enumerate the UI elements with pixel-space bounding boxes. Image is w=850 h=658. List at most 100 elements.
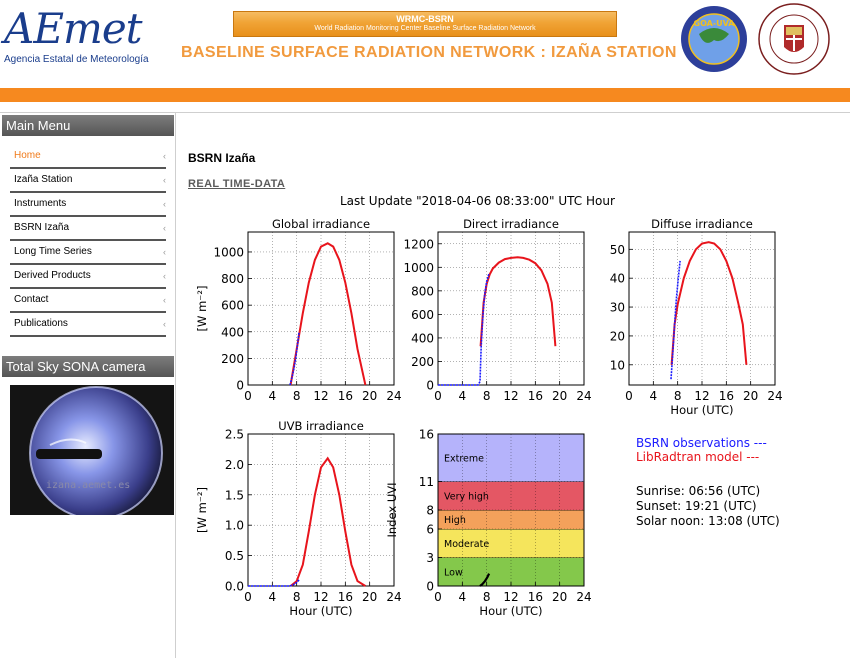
seal1-label: GOA-UVA: [694, 19, 736, 28]
menu-item-home[interactable]: Home ‹: [10, 145, 166, 169]
banner-title: WRMC-BSRN: [396, 14, 454, 24]
menu-item-derived-products[interactable]: Derived Products ‹: [10, 265, 166, 289]
x-tick-label: 8: [293, 389, 301, 403]
observation-series: [438, 272, 490, 386]
uvi-band-label: High: [444, 515, 466, 526]
sky-camera-image[interactable]: izana.aemet.es: [10, 385, 174, 515]
x-tick-label: 4: [459, 389, 467, 403]
observation-series: [248, 579, 300, 587]
y-tick-label: 2.0: [225, 458, 244, 472]
last-update-text: Last Update "2018-04-06 08:33:00" UTC Ho…: [340, 194, 615, 208]
page-title: BSRN Izaña: [188, 151, 256, 165]
x-tick-label: 4: [269, 590, 277, 604]
uvi-band-label: Very high: [444, 491, 489, 502]
x-tick-label: 8: [483, 590, 491, 604]
x-tick-label: 0: [434, 389, 442, 403]
x-tick-label: 0: [625, 389, 633, 403]
chevron-left-icon: ‹: [163, 151, 166, 161]
chevron-left-icon: ‹: [163, 223, 166, 233]
x-tick-label: 24: [576, 389, 591, 403]
university-seal[interactable]: [756, 3, 832, 75]
menu-item-contact[interactable]: Contact ‹: [10, 289, 166, 313]
x-tick-label: 4: [650, 389, 658, 403]
menu-item-label: Contact: [14, 294, 49, 305]
y-tick-label: 400: [411, 331, 434, 345]
x-tick-label: 16: [338, 389, 353, 403]
global-irradiance-chart: 0 4 8 12 16 20 24 0 200 400 600 800 1000 Global irrad…: [195, 217, 402, 403]
menu-item-long-time-series[interactable]: Long Time Series ‹: [10, 241, 166, 265]
x-tick-label: 8: [674, 389, 682, 403]
logo-wordmark: AEmet: [4, 4, 143, 53]
y-tick-label: 20: [610, 329, 625, 343]
solar-noon-text: Solar noon: 13:08 (UTC): [636, 514, 780, 528]
x-axis-label: Hour (UTC): [479, 604, 542, 618]
chart-title: Global irradiance: [272, 217, 370, 231]
real-time-data-link[interactable]: REAL TIME-DATA: [188, 178, 286, 190]
main-menu: Home ‹ Izaña Station ‹ Instruments ‹ BSRN I…: [10, 145, 166, 337]
x-tick-label: 0: [244, 590, 252, 604]
y-tick-label: 400: [221, 325, 244, 339]
wrmc-bsrn-banner[interactable]: WRMC-BSRN World Radiation Monitoring Cen…: [233, 11, 617, 37]
site-title: BASELINE SURFACE RADIATION NETWORK : IZA…: [181, 44, 677, 61]
y-tick-label: 50: [610, 243, 625, 257]
x-tick-label: 16: [719, 389, 734, 403]
observation-series: [479, 573, 491, 587]
menu-item-instruments[interactable]: Instruments ‹: [10, 193, 166, 217]
uvi-band: [438, 481, 584, 510]
logo-subtitle: Agencia Estatal de Meteorología: [4, 54, 149, 65]
menu-item-bsrn-izana[interactable]: BSRN Izaña ‹: [10, 217, 166, 241]
x-tick-label: 12: [313, 590, 328, 604]
x-tick-label: 16: [528, 389, 543, 403]
diffuse-irradiance-chart: 0 4 8 12 16 20 24 10 20 30 40 50 Diffuse irradiance H…: [610, 217, 783, 417]
x-axis-label: Hour (UTC): [670, 403, 733, 417]
y-tick-label: 16: [419, 428, 434, 442]
chart-title: Diffuse irradiance: [651, 217, 753, 231]
plot-frame: [437, 231, 585, 386]
sunrise-text: Sunrise: 06:56 (UTC): [636, 484, 761, 498]
x-tick-label: 12: [503, 590, 518, 604]
x-tick-label: 24: [576, 590, 591, 604]
y-tick-label: 1.0: [225, 519, 244, 533]
model-series: [479, 256, 557, 347]
site-header: AEmet Agencia Estatal de Meteorología WR…: [0, 0, 850, 88]
y-axis-label: Index UVI: [385, 483, 399, 538]
chevron-left-icon: ‹: [163, 175, 166, 185]
sky-camera-picture: [10, 385, 174, 515]
uvi-index-chart: Low Moderate High Very high Extreme 0 4 8 12 16 20…: [385, 428, 592, 619]
uvi-band-label: Moderate: [444, 539, 489, 550]
aemet-logo[interactable]: AEmet Agencia Estatal de Meteorología: [2, 4, 162, 68]
x-axis-label: Hour (UTC): [289, 604, 352, 618]
x-tick-label: 24: [767, 389, 782, 403]
menu-item-label: Izaña Station: [14, 174, 73, 185]
chart-title: UVB irradiance: [278, 419, 364, 433]
x-tick-label: 0: [434, 590, 442, 604]
y-tick-label: 8: [426, 504, 434, 518]
x-tick-label: 8: [483, 389, 491, 403]
uvi-band-label: Extreme: [444, 453, 484, 464]
direct-irradiance-chart: 0 4 8 12 16 20 24 0 200 400 600 800 1000 1200 Direct i…: [403, 217, 591, 403]
y-tick-label: 6: [426, 523, 434, 537]
sun-info: Sunrise: 06:56 (UTC) Sunset: 19:21 (UTC)…: [636, 484, 780, 529]
sidebar: Main Menu Home ‹ Izaña Station ‹ Instrumen…: [0, 113, 176, 658]
y-tick-label: 0: [426, 379, 434, 393]
menu-item-label: Derived Products: [14, 270, 91, 281]
menu-item-izana-station[interactable]: Izaña Station ‹: [10, 169, 166, 193]
menu-item-label: BSRN Izaña: [14, 222, 70, 233]
sunset-text: Sunset: 19:21 (UTC): [636, 499, 757, 513]
model-series: [670, 241, 748, 365]
y-tick-label: 0: [426, 580, 434, 594]
chevron-left-icon: ‹: [163, 295, 166, 305]
x-tick-label: 20: [552, 389, 567, 403]
goa-uva-seal[interactable]: GOA-UVA: [677, 4, 751, 74]
y-tick-label: 30: [610, 301, 625, 315]
x-tick-label: 20: [362, 590, 377, 604]
y-tick-label: 1000: [213, 245, 244, 259]
y-tick-label: 1.5: [225, 488, 244, 502]
banner-subtitle: World Radiation Monitoring Center Baseli…: [314, 25, 536, 32]
menu-item-publications[interactable]: Publications ‹: [10, 313, 166, 337]
y-tick-label: 200: [221, 352, 244, 366]
y-tick-label: 0.0: [225, 580, 244, 594]
x-tick-label: 12: [313, 389, 328, 403]
menu-item-label: Publications: [14, 318, 68, 329]
